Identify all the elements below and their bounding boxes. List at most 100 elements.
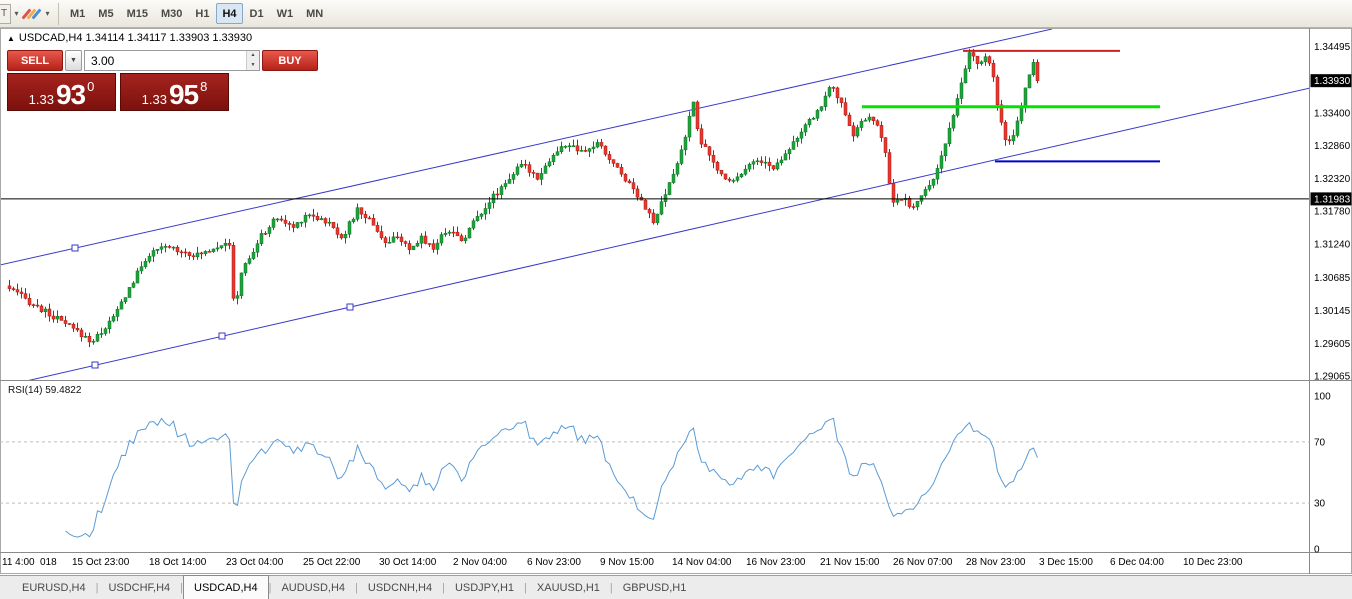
bid-prefix: 1.33	[28, 91, 54, 107]
trendline-handle[interactable]	[218, 332, 226, 340]
price-badge	[1310, 192, 1352, 206]
svg-text:15 Oct 23:00: 15 Oct 23:00	[72, 557, 130, 568]
candlesticks	[7, 48, 1040, 348]
chart-tab-usdcnh[interactable]: USDCNH,H4	[367, 581, 433, 594]
svg-text:1.33930: 1.33930	[1314, 76, 1351, 87]
svg-text:30: 30	[1314, 499, 1326, 510]
timeframe-m5[interactable]: M5	[98, 7, 114, 20]
volume-increase-button[interactable]: ▲	[247, 51, 259, 61]
svg-text:100: 100	[1314, 392, 1331, 403]
timeframe-group: M1 M5 M15 M30 H1 H4 D1 W1 MN	[64, 3, 330, 25]
rsi-indicator-label: RSI(14) 59.4822	[8, 385, 81, 396]
svg-text:1.34495: 1.34495	[1314, 42, 1351, 53]
volume-field: ▲ ▼	[84, 50, 260, 71]
chart-tab-usdcad[interactable]: USDCAD,H4	[183, 575, 269, 599]
tab-separator: |	[95, 581, 99, 594]
one-click-trading-panel: SELL ▼ ▲ ▼ BUY 1.33 93 0 1.33 95 8	[7, 50, 318, 111]
timeframe-h4[interactable]: H4	[216, 3, 243, 24]
ask-pip-digit: 8	[200, 79, 208, 94]
chart-tab-usdchf[interactable]: USDCHF,H4	[108, 581, 171, 594]
svg-text:018: 018	[40, 557, 57, 568]
svg-text:16 Nov 23:00: 16 Nov 23:00	[746, 557, 806, 568]
chart-tab-usdjpy[interactable]: USDJPY,H1	[454, 581, 515, 594]
time-axis[interactable]: 11 4:00 018 15 Oct 23:00 18 Oct 14:00 23 Oct…	[2, 557, 1243, 568]
timeframe-m30[interactable]: M30	[160, 7, 183, 20]
ohlc-text: USDCAD,H4 1.34114 1.34117 1.33903 1.3393…	[18, 32, 253, 44]
svg-text:26 Nov 07:00: 26 Nov 07:00	[893, 557, 953, 568]
trendline-handle[interactable]	[71, 244, 79, 252]
svg-text:6 Dec 04:00: 6 Dec 04:00	[1110, 557, 1164, 568]
ask-price[interactable]: 1.33 95 8	[120, 73, 229, 111]
svg-text:2 Nov 04:00: 2 Nov 04:00	[453, 557, 507, 568]
sell-button[interactable]: SELL	[7, 50, 63, 71]
price-axis[interactable]: 1.34495 1.33400 1.32860 1.32320 1.31780 1.312…	[1310, 42, 1352, 556]
chart-ohlc-label: ▲ USDCAD,H4 1.34114 1.34117 1.33903 1.33…	[7, 32, 252, 44]
svg-text:9 Nov 15:00: 9 Nov 15:00	[600, 557, 654, 568]
tab-separator: |	[442, 581, 445, 594]
svg-text:1.31983: 1.31983	[1314, 194, 1351, 205]
volume-spinner: ▲ ▼	[246, 51, 259, 70]
svg-text:28 Nov 23:00: 28 Nov 23:00	[966, 557, 1026, 568]
colors-tool-icon[interactable]	[21, 4, 42, 24]
timeframe-m1[interactable]: M1	[70, 7, 86, 20]
timeframe-h1[interactable]: H1	[195, 7, 210, 20]
trend-channel[interactable]	[0, 29, 1310, 387]
tab-separator: |	[355, 581, 358, 594]
svg-text:1.29605: 1.29605	[1314, 339, 1351, 350]
chart-tab-gbpusd[interactable]: GBPUSD,H1	[622, 581, 687, 594]
chart-window: 1.34495 1.33400 1.32860 1.32320 1.31780 1.312…	[0, 28, 1352, 575]
rsi-panel[interactable]	[0, 417, 1310, 538]
svg-text:1.30145: 1.30145	[1314, 306, 1351, 317]
volume-input[interactable]	[85, 51, 246, 70]
tab-separator: |	[180, 581, 184, 594]
trendline-handle[interactable]	[346, 303, 354, 311]
svg-text:21 Nov 15:00: 21 Nov 15:00	[820, 557, 880, 568]
svg-text:18 Oct 14:00: 18 Oct 14:00	[149, 557, 207, 568]
toolbar-separator	[58, 2, 59, 25]
chevron-down-icon[interactable]: ▾	[45, 9, 50, 18]
chart-border	[0, 28, 1352, 574]
svg-text:1.30685: 1.30685	[1314, 273, 1351, 284]
tab-separator: |	[524, 581, 527, 594]
bid-big-digits: 93	[55, 79, 86, 111]
toolbar: T ▾ ▾ M1 M5 M15 M30 H1 H4 D1 W1 MN	[0, 0, 1352, 28]
price-badge	[1310, 74, 1352, 88]
svg-text:1.31240: 1.31240	[1314, 240, 1351, 251]
clipped-toolbar-button[interactable]: T	[0, 3, 11, 24]
volume-decrease-button[interactable]: ▼	[247, 60, 259, 70]
svg-text:10 Dec 23:00: 10 Dec 23:00	[1183, 557, 1243, 568]
bid-price[interactable]: 1.33 93 0	[7, 73, 116, 111]
svg-text:70: 70	[1314, 437, 1326, 448]
svg-text:1.29065: 1.29065	[1314, 372, 1351, 383]
horizontal-lines[interactable]	[0, 49, 1310, 200]
chevron-down-icon[interactable]: ▾	[14, 9, 19, 18]
chart-tabs: EURUSD,H4 | USDCHF,H4 | USDCAD,H4 | AUDUSD,H4 |…	[0, 575, 1352, 599]
svg-text:1.33400: 1.33400	[1314, 108, 1351, 119]
svg-text:0: 0	[1314, 545, 1320, 556]
trendline-handle[interactable]	[91, 361, 99, 369]
volume-preset-dropdown[interactable]: ▼	[65, 50, 82, 71]
up-arrow-icon: ▲	[7, 33, 15, 43]
rsi-line[interactable]	[65, 417, 1038, 538]
svg-text:6 Nov 23:00: 6 Nov 23:00	[527, 557, 581, 568]
buy-button[interactable]: BUY	[262, 50, 318, 71]
svg-text:3 Dec 15:00: 3 Dec 15:00	[1039, 557, 1093, 568]
chart-tab-xauusd[interactable]: XAUUSD,H1	[536, 581, 600, 594]
timeframe-mn[interactable]: MN	[306, 7, 324, 20]
svg-text:14 Nov 04:00: 14 Nov 04:00	[672, 557, 732, 568]
chart-tab-eurusd[interactable]: EURUSD,H4	[22, 581, 86, 594]
timeframe-d1[interactable]: D1	[249, 7, 264, 20]
bid-pip-digit: 0	[87, 79, 95, 94]
svg-text:30 Oct 14:00: 30 Oct 14:00	[379, 557, 437, 568]
svg-text:25 Oct 22:00: 25 Oct 22:00	[303, 557, 361, 568]
timeframe-w1[interactable]: W1	[276, 7, 294, 20]
tab-separator: |	[268, 581, 272, 594]
ask-prefix: 1.33	[141, 91, 167, 107]
ask-big-digits: 95	[168, 79, 199, 111]
svg-text:1.31780: 1.31780	[1314, 207, 1351, 218]
chart-canvas[interactable]: 1.34495 1.33400 1.32860 1.32320 1.31780 1.312…	[0, 28, 1352, 575]
svg-text:23 Oct 04:00: 23 Oct 04:00	[226, 557, 284, 568]
rsi-value: 59.4822	[45, 385, 82, 396]
chart-tab-audusd[interactable]: AUDUSD,H4	[281, 581, 346, 594]
timeframe-m15[interactable]: M15	[126, 7, 148, 20]
